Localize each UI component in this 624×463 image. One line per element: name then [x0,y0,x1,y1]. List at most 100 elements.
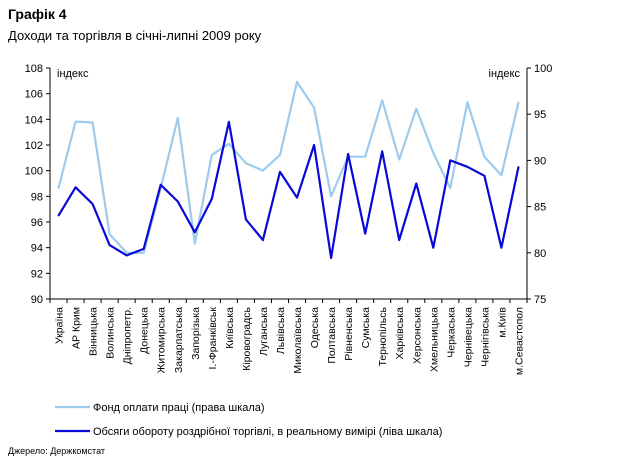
series-line-retail [57,120,520,259]
retail-point [176,200,179,203]
left-tick-label: 96 [31,217,43,229]
category-label: Запорізька [190,307,202,360]
category-label: Дніпропетр. [122,307,134,364]
retail-point [381,150,383,153]
right-tick-label: 80 [534,248,546,260]
payroll-point [483,155,486,158]
retail-point [194,231,196,234]
retail-point [279,171,281,173]
retail-point [125,254,128,257]
left-tick-label: 100 [25,166,43,178]
payroll-point [194,242,196,245]
left-tick-label: 90 [31,294,43,306]
category-label: Сумська [360,307,372,348]
retail-point [517,166,520,168]
payroll-point [91,121,94,124]
payroll-point [330,195,332,198]
retail-point [398,239,401,241]
right-axis-label: індекс [489,68,521,80]
left-tick-label: 94 [31,243,43,255]
retail-point [262,239,264,241]
retail-point [245,218,247,221]
category-label: Закарпатська [173,307,185,373]
payroll-point [211,154,213,156]
payroll-point [245,162,247,164]
chart-subtitle: Доходи та торгівля в січні-липні 2009 ро… [8,28,262,43]
category-label: м.Київ [496,307,508,338]
category-label: Чернігівська [479,307,491,367]
retail-point [364,232,366,235]
payroll-point [142,252,145,254]
retail-point [432,246,435,249]
left-tick-label: 92 [31,268,43,280]
retail-point [142,248,145,250]
payroll-point [296,81,298,83]
retail-point [483,175,486,177]
category-label: Тернопільсь [377,306,389,366]
retail-point [159,183,162,186]
category-label: Житомирська [156,307,168,374]
payroll-point [279,154,281,156]
payroll-point [228,142,230,145]
payroll-point [466,101,469,103]
retail-point [108,244,111,246]
payroll-point [176,117,179,119]
payroll-point [517,101,520,103]
right-tick-label: 90 [534,155,546,167]
left-tick-label: 108 [25,63,43,75]
left-tick-label: 102 [25,140,43,152]
left-tick-label: 104 [25,114,43,126]
payroll-point [74,120,77,123]
category-label: Полтавська [326,307,338,364]
payroll-point [398,158,401,161]
category-label: Хмельницька [428,307,440,372]
retail-point [500,246,503,249]
payroll-point [500,174,503,176]
payroll-point [381,99,383,102]
legend-label-payroll: Фонд оплати праці (права шкала) [93,402,265,414]
retail-point [347,153,349,155]
payroll-point [449,187,452,189]
payroll-point [313,106,315,109]
retail-point [91,203,94,205]
category-label: Львівська [275,307,287,354]
category-label: І.-Франківськ [207,307,219,370]
retail-point [313,144,315,146]
source-note: Джерело: Держкомстат [8,446,106,456]
category-label: Волинська [105,307,117,359]
payroll-point [57,187,60,189]
retail-point [330,257,332,259]
payroll-point [108,233,111,236]
left-tick-label: 98 [31,191,43,203]
category-label: Рівненська [343,307,355,361]
category-label: Херсонська [411,307,423,364]
category-label: Кіровоградсь [241,306,253,370]
category-label: Миколаївська [292,307,304,374]
right-tick-label: 75 [534,294,546,306]
payroll-point [432,152,435,154]
right-tick-label: 85 [534,202,546,214]
category-label: Вінницька [88,307,100,356]
category-label: Київська [224,307,236,349]
retail-point [57,214,60,217]
left-tick-label: 106 [25,89,43,101]
category-label: АР Крим [71,307,83,349]
payroll-point [125,252,128,254]
category-label: Донецька [139,307,151,354]
category-label: м.Севастопол [513,307,525,375]
category-label: Черкаська [445,307,457,358]
right-tick-label: 95 [534,109,546,121]
category-label: Україна [54,307,66,344]
category-label: Луганська [258,307,270,356]
retail-point [449,159,452,162]
retail-point [228,121,230,123]
retail-point [415,182,418,185]
category-label: Чернівецька [462,307,474,367]
legend-label-retail: Обсяги обороту роздрібної торгівлі, в ре… [93,426,442,438]
retail-point [466,166,469,168]
retail-point [296,196,298,199]
right-tick-label: 100 [534,63,552,75]
left-axis-label: індекс [57,68,89,80]
retail-point [74,186,77,189]
